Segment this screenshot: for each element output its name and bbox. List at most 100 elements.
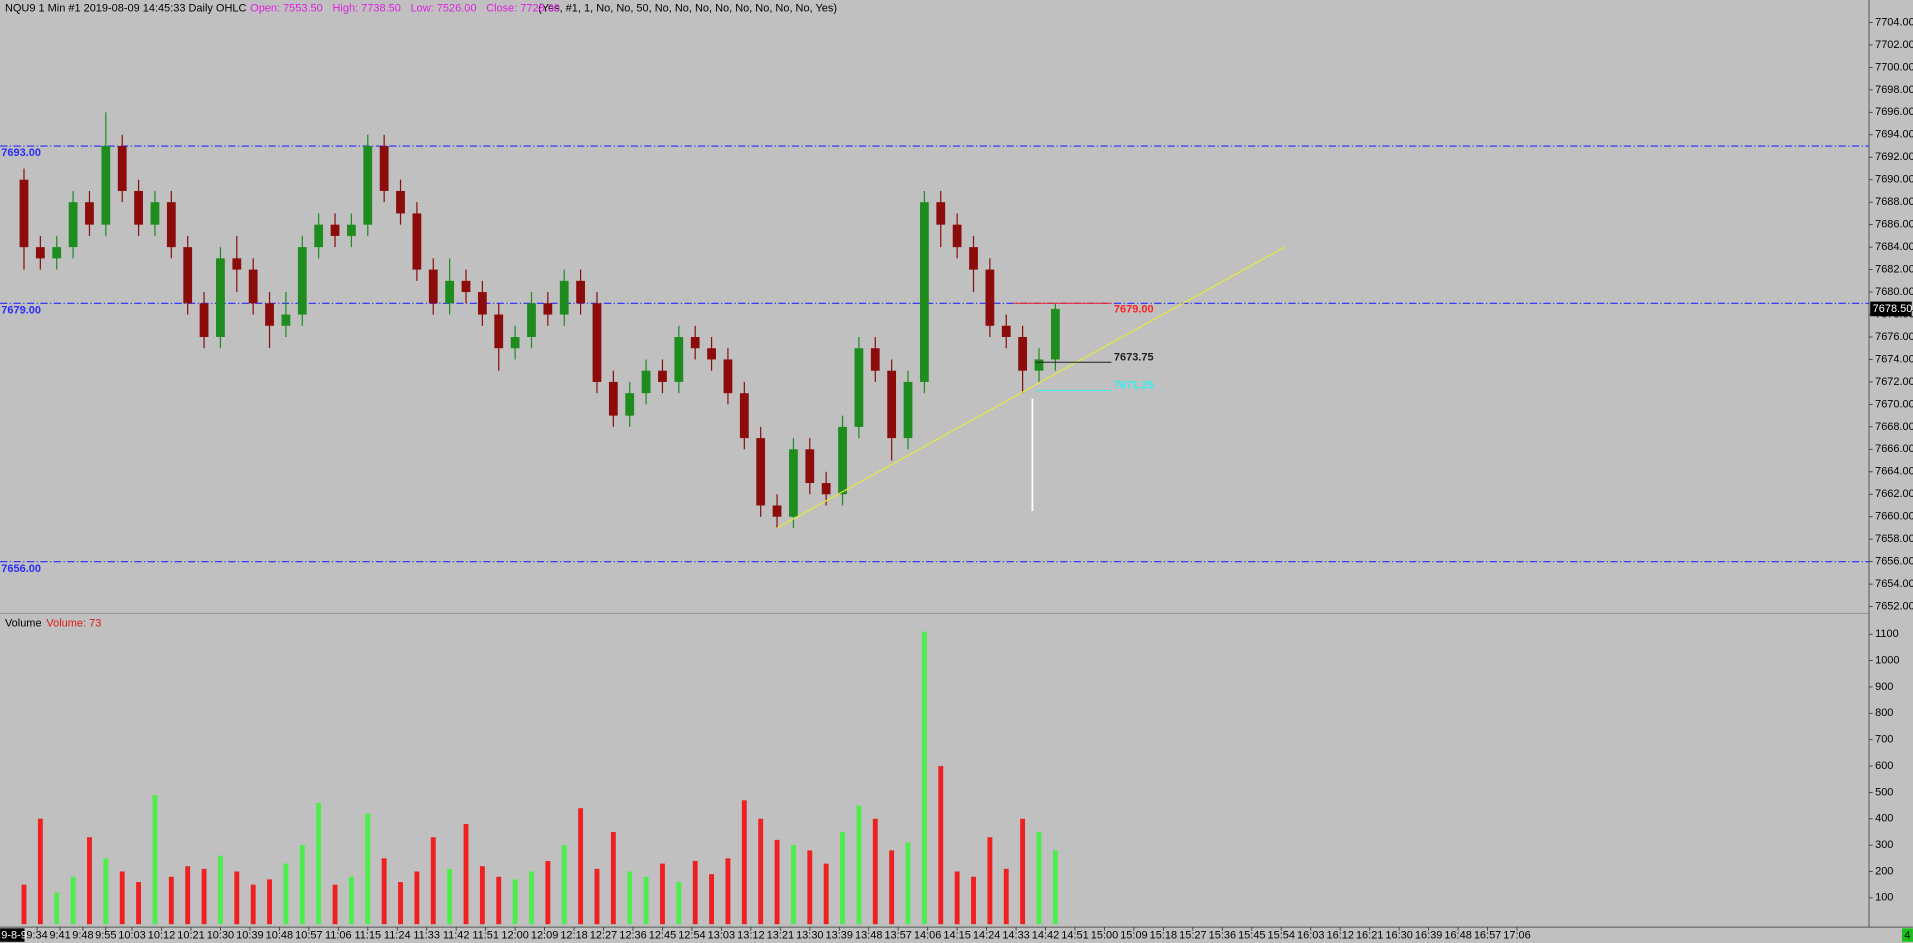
candle-body [674, 336, 684, 382]
candle-body [510, 336, 520, 349]
candle-body [347, 224, 356, 236]
x-tick-label: 16:03 [1297, 930, 1324, 942]
x-tick-label: 15:00 [1091, 930, 1118, 942]
candle-body [134, 190, 143, 225]
candle-body [216, 258, 225, 337]
daily-ohlc: Open: 7553.50 [250, 2, 323, 14]
volume-bar [774, 839, 780, 925]
volume-bar [971, 876, 976, 925]
volume-bar [594, 868, 600, 925]
volume-bar [103, 858, 109, 925]
candle-body [658, 370, 667, 382]
volume-bar [987, 837, 993, 925]
x-tick-label: 10:21 [177, 930, 204, 942]
volume-tick-label: 1000 [1875, 655, 1899, 667]
candle-body [936, 202, 946, 225]
price-marker-label: 7671.25 [1114, 379, 1154, 391]
volume-bar [185, 866, 191, 925]
volume-bar [365, 813, 371, 925]
candle-body [428, 269, 438, 304]
volume-bar [201, 868, 207, 925]
volume-bar [709, 874, 715, 925]
x-tick-label: 14:24 [973, 930, 1000, 942]
volume-bar [119, 871, 125, 925]
candle-body [35, 247, 45, 259]
y-tick-label: 7702.00 [1875, 39, 1913, 51]
candle-body [985, 269, 995, 326]
volume-bar [954, 871, 960, 925]
x-tick-label: 13:30 [796, 930, 823, 942]
level-label: 7656.00 [1, 563, 41, 575]
x-tick-label: 15:36 [1209, 930, 1236, 942]
candle-body [85, 202, 94, 225]
x-tick-label: 10:39 [236, 930, 263, 942]
x-tick-label: 12:36 [619, 930, 646, 942]
candle-body [150, 202, 160, 225]
candle-body [314, 224, 324, 248]
x-tick-label: 10:30 [207, 930, 234, 942]
x-tick-label: 15:45 [1238, 930, 1265, 942]
x-tick-label: 13:48 [855, 930, 882, 942]
volume-tick-label: 1100 [1875, 628, 1899, 640]
volume-bar [250, 884, 256, 925]
y-tick-label: 7668.00 [1875, 421, 1913, 433]
trendline [776, 246, 1285, 529]
candle-body [559, 280, 569, 315]
x-tick-label: 17:06 [1503, 930, 1530, 942]
volume-bar [37, 818, 43, 925]
x-tick-label: 14:42 [1032, 930, 1059, 942]
volume-bar [463, 824, 469, 925]
candle-body [739, 393, 749, 439]
candle-body [707, 348, 716, 360]
volume-bar [529, 871, 534, 925]
y-tick-label: 7692.00 [1875, 151, 1913, 163]
candle-body [1018, 336, 1028, 371]
chart-title: NQU9 1 Min #1 2019-08-09 14:45:33 Daily … [5, 2, 247, 14]
candle-body [396, 190, 405, 214]
x-tick-label: 16:12 [1326, 930, 1353, 942]
volume-bar [790, 845, 796, 925]
volume-tick-label: 100 [1875, 892, 1893, 904]
candle-body [330, 224, 340, 236]
y-tick-label: 7666.00 [1875, 443, 1913, 455]
candle-body [281, 314, 291, 326]
volume-bar [496, 876, 502, 925]
x-tick-label: 12:09 [531, 930, 558, 942]
volume-bar [660, 863, 665, 925]
volume-bar [725, 858, 731, 925]
volume-bar [856, 805, 862, 925]
candle-body [919, 202, 929, 382]
candle-body [608, 381, 618, 416]
volume-bar [692, 860, 698, 925]
candle-body [543, 303, 553, 315]
volume-bar [70, 876, 76, 925]
candle-body [412, 213, 422, 270]
candle-body [690, 336, 700, 349]
volume-title: Volume [5, 617, 42, 629]
volume-bar [676, 882, 682, 925]
candle-body [166, 202, 176, 248]
y-tick-label: 7664.00 [1875, 466, 1913, 478]
volume-bar [152, 795, 158, 925]
candle-body [52, 247, 62, 259]
last-price-label: 7678.50 [1873, 303, 1913, 315]
x-tick-label: 10:48 [266, 930, 293, 942]
candle-body [576, 280, 585, 304]
candle-body [199, 303, 209, 337]
candle-body [494, 314, 504, 349]
candle-body [477, 292, 487, 315]
volume-bar [938, 766, 944, 925]
volume-bar [398, 882, 403, 925]
volume-bar [741, 800, 747, 925]
volume-bar [512, 879, 518, 925]
x-tick-label: 10:12 [148, 930, 175, 942]
x-tick-label: 11:15 [354, 930, 381, 942]
candle-body [592, 303, 602, 382]
volume-bar [807, 850, 813, 925]
x-tick-label: 9:41 [49, 930, 70, 942]
y-tick-label: 7700.00 [1875, 61, 1913, 73]
x-tick-label: 10:03 [118, 930, 145, 942]
y-tick-label: 7660.00 [1875, 511, 1913, 523]
x-tick-label: 15:18 [1150, 930, 1177, 942]
volume-bar [627, 871, 633, 925]
